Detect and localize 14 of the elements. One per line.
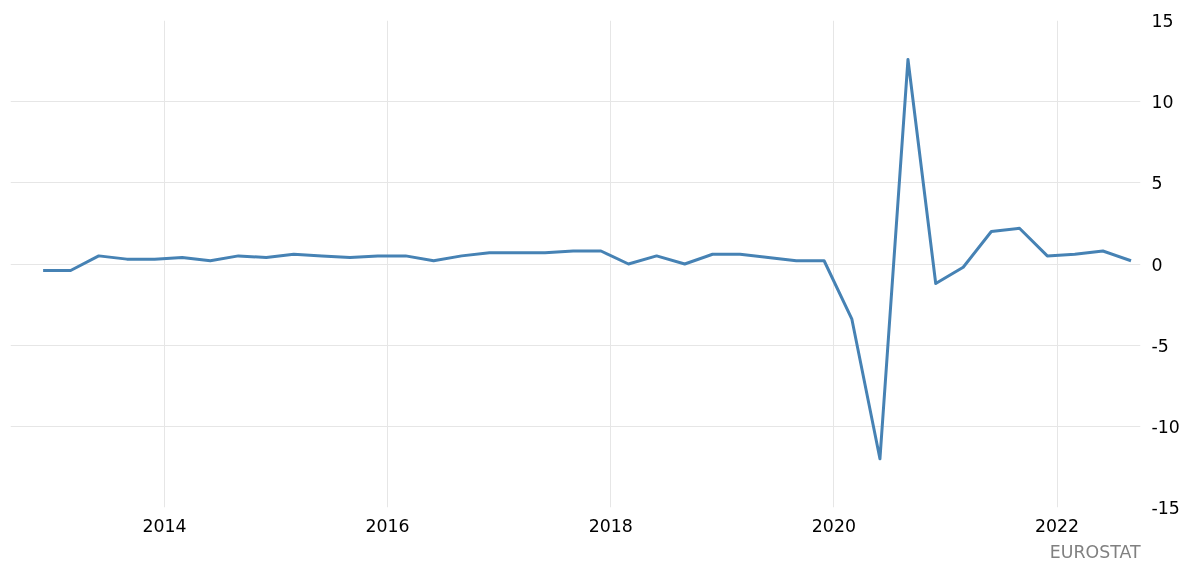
y-tick-label: -10	[1151, 416, 1180, 437]
x-tick-label: 2016	[365, 515, 410, 536]
y-tick-label: 0	[1151, 254, 1163, 275]
x-tick-label: 2020	[811, 515, 856, 536]
x-tick-label: 2014	[142, 515, 187, 536]
y-tick-label: -5	[1151, 335, 1169, 356]
y-tick-label: 15	[1151, 11, 1174, 31]
x-tick-label: 2022	[1035, 515, 1080, 536]
line-series	[41, 57, 1133, 461]
x-tick-label: 2018	[588, 515, 633, 536]
y-tick-label: -15	[1151, 498, 1180, 518]
y-tick-label: 5	[1151, 173, 1163, 194]
y-tick-label: 10	[1151, 92, 1174, 113]
text: EUROSTAT	[1049, 541, 1141, 562]
